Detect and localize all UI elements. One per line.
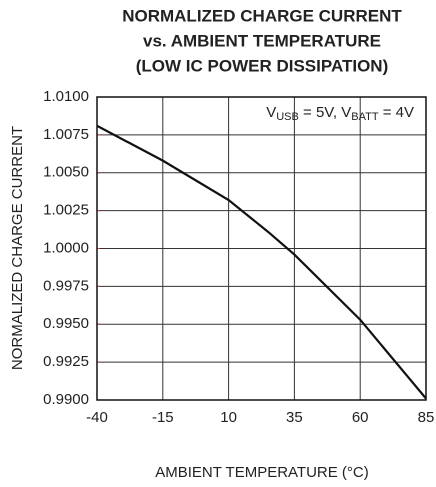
x-tick-label: 85 [418, 409, 435, 426]
y-tick-label: 0.9900 [43, 391, 89, 408]
x-tick-label: -15 [152, 409, 174, 426]
x-axis-label: AMBIENT TEMPERATURE (°C) [155, 464, 369, 481]
y-tick-label: 0.9950 [43, 315, 89, 332]
x-tick-label: 10 [220, 409, 237, 426]
annotation-subscript: BATT [351, 111, 379, 123]
annotation-subscript: USB [276, 111, 299, 123]
x-tick-label: 60 [352, 409, 369, 426]
x-tick-label: -40 [86, 409, 108, 426]
y-tick-label: 0.9975 [43, 277, 89, 294]
y-tick-label: 1.0100 [43, 88, 89, 105]
plot-frame [96, 96, 427, 401]
chart-title: NORMALIZED CHARGE CURRENT [122, 6, 402, 25]
y-tick-label: 1.0000 [43, 239, 89, 256]
y-tick-label: 1.0050 [43, 164, 89, 181]
y-tick-label: 1.0025 [43, 202, 89, 219]
chart-title: (LOW IC POWER DISSIPATION) [136, 56, 388, 75]
x-tick-label: 35 [286, 409, 303, 426]
chart-title: vs. AMBIENT TEMPERATURE [143, 31, 381, 50]
y-tick-label: 0.9925 [43, 353, 89, 370]
annotation-text: = 4V [379, 104, 414, 121]
annotation-text: = 5V, V [299, 104, 351, 121]
data-line [96, 124, 427, 400]
y-axis-label: NORMALIZED CHARGE CURRENT [9, 126, 26, 370]
annotation: VUSB = 5V, VBATT = 4V [266, 104, 414, 123]
annotation-text: V [266, 104, 276, 121]
y-tick-label: 1.0075 [43, 126, 89, 143]
